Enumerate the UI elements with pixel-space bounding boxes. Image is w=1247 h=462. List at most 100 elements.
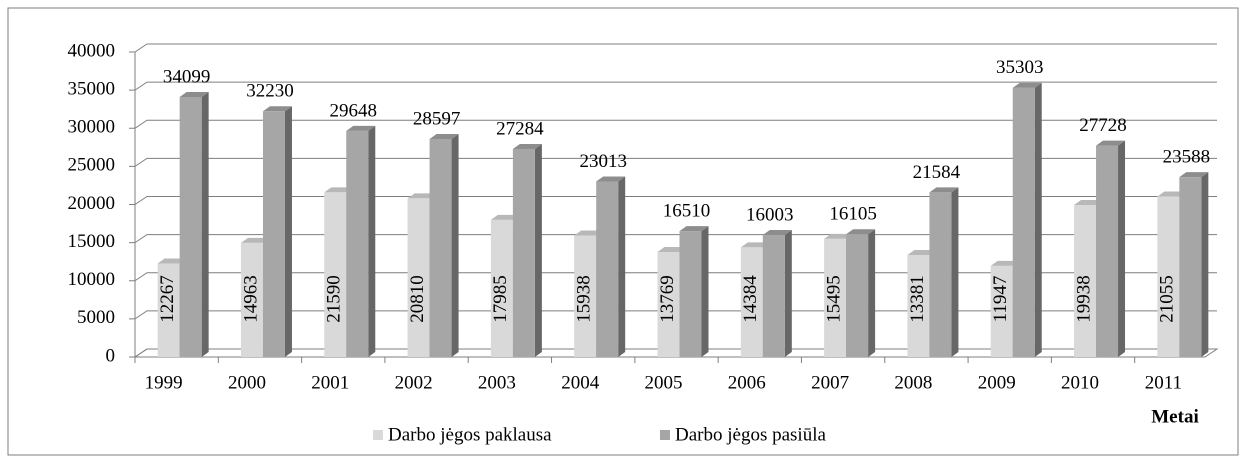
data-label: 23013 <box>579 151 627 172</box>
bar <box>740 247 763 357</box>
data-label: 12267 <box>157 275 178 323</box>
bar <box>1157 196 1180 357</box>
bar <box>429 138 452 357</box>
bar-top <box>240 237 270 243</box>
x-tick-label: 2010 <box>1061 372 1099 393</box>
data-label: 14384 <box>740 275 761 323</box>
bar <box>1012 87 1035 357</box>
bar <box>157 263 180 357</box>
data-label: 20810 <box>407 275 428 323</box>
y-tick-label: 35000 <box>68 78 116 99</box>
data-label: 11947 <box>990 276 1011 323</box>
grid-line <box>134 81 1217 91</box>
grid-line <box>134 196 1217 205</box>
bar-side <box>1118 140 1126 357</box>
bar-top <box>1012 82 1042 88</box>
bar-side <box>618 176 626 357</box>
bar-top <box>1157 191 1187 197</box>
bar-top <box>346 125 376 131</box>
bar-top <box>846 229 876 235</box>
data-label: 27728 <box>1079 115 1127 136</box>
data-label: 16105 <box>829 204 877 225</box>
data-label: 14963 <box>240 275 261 323</box>
y-tick-label: 10000 <box>68 269 116 290</box>
y-tick-label: 5000 <box>77 307 115 328</box>
x-tick-label: 2008 <box>894 372 932 393</box>
bar <box>846 234 869 357</box>
bar <box>657 252 680 357</box>
bar <box>1096 145 1119 357</box>
bar-top <box>907 249 937 255</box>
x-tick-label: 1999 <box>145 372 183 393</box>
bar <box>762 234 785 357</box>
bar-side <box>868 229 876 357</box>
x-axis-title: Metai <box>1151 406 1198 427</box>
bar-top <box>657 247 687 253</box>
bar-side <box>1034 82 1042 357</box>
data-label: 28597 <box>413 108 461 129</box>
bar-top <box>824 233 854 239</box>
bar-top <box>490 214 520 220</box>
bar-top <box>429 133 459 139</box>
bar <box>262 111 285 357</box>
data-label: 27284 <box>496 118 544 139</box>
data-label: 19938 <box>1073 275 1094 323</box>
bar <box>596 181 619 357</box>
bar-side <box>451 133 459 357</box>
data-label: 34099 <box>163 66 211 87</box>
bar-top <box>990 260 1020 266</box>
bar-top <box>740 242 770 248</box>
y-tick-label: 0 <box>106 345 116 366</box>
bar <box>324 192 347 357</box>
bar-top <box>512 143 542 149</box>
data-label: 21590 <box>324 275 345 323</box>
bar-top <box>262 106 292 112</box>
bar-top <box>1179 172 1209 178</box>
x-tick-label: 2006 <box>728 372 766 393</box>
bar <box>990 265 1013 357</box>
legend-swatch <box>373 430 383 440</box>
data-label: 35303 <box>996 57 1044 78</box>
bar-top <box>679 226 709 232</box>
legend-swatch <box>660 430 670 440</box>
bar <box>346 130 369 357</box>
bar-side <box>284 106 292 357</box>
data-label: 13769 <box>657 275 678 323</box>
data-label: 17985 <box>490 275 511 323</box>
bar-side <box>784 229 792 357</box>
data-label: 16510 <box>663 200 711 221</box>
data-label: 16003 <box>746 204 794 225</box>
x-tick-label: 2004 <box>561 372 600 393</box>
y-tick-label: 30000 <box>68 117 116 138</box>
legend-label: Darbo jėgos pasiūla <box>675 424 826 445</box>
y-tick-label: 20000 <box>68 193 116 214</box>
bar-side <box>534 143 542 357</box>
bar-top <box>596 176 626 182</box>
bar-top <box>1074 199 1104 205</box>
bar-top <box>324 187 354 193</box>
grid-line <box>134 43 1217 53</box>
legend-label: Darbo jėgos paklausa <box>388 424 552 445</box>
data-label: 21055 <box>1157 275 1178 323</box>
x-tick-label: 2011 <box>1145 372 1182 393</box>
bar-side <box>368 125 376 358</box>
x-tick-label: 2007 <box>811 372 849 393</box>
bar-top <box>762 229 792 235</box>
bar <box>907 254 930 357</box>
bar <box>490 219 513 357</box>
data-label: 21584 <box>913 162 961 183</box>
bar <box>1179 177 1202 357</box>
y-tick-label: 15000 <box>68 231 116 252</box>
x-tick-label: 2000 <box>228 372 266 393</box>
bar <box>1074 204 1097 357</box>
bar-side <box>201 91 209 358</box>
bar-top <box>157 258 187 264</box>
data-label: 29648 <box>330 100 378 121</box>
x-tick-label: 2009 <box>978 372 1016 393</box>
bar-side <box>951 187 959 357</box>
x-tick-label: 2002 <box>395 372 433 393</box>
bar <box>407 198 430 357</box>
data-label: 15495 <box>823 275 844 323</box>
grid-line <box>134 157 1217 167</box>
